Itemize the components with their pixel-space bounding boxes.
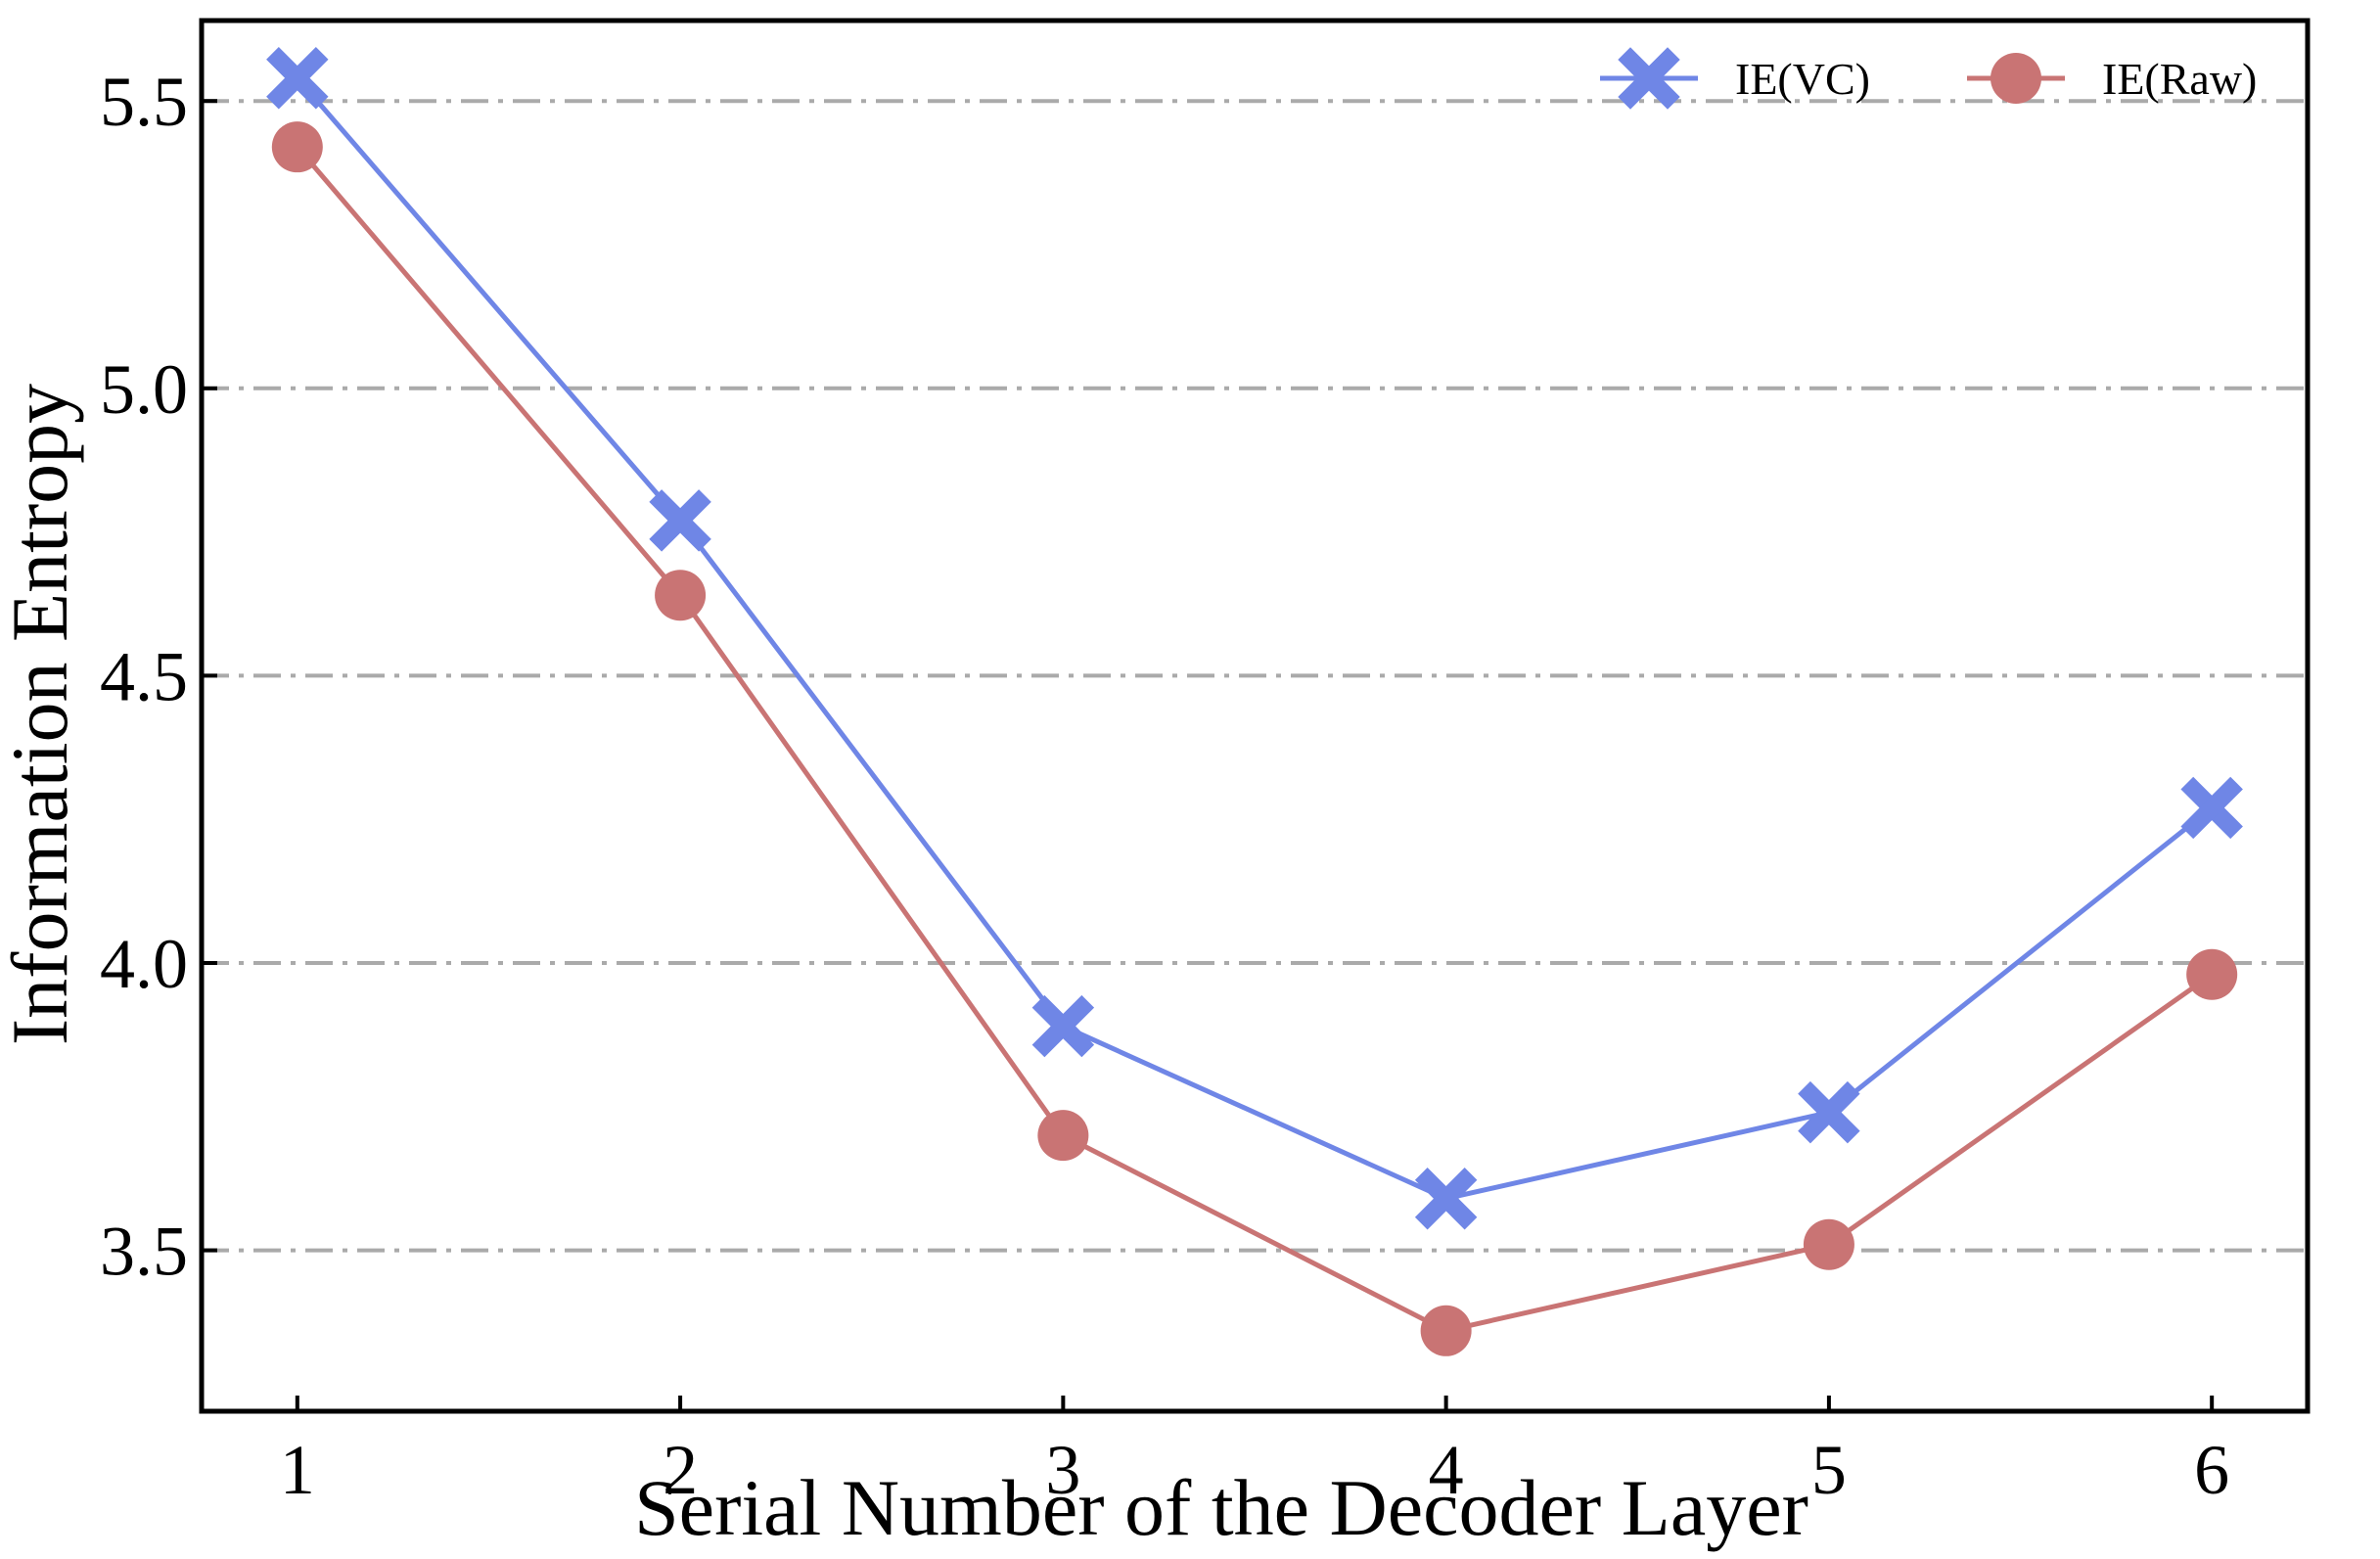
series-0-point-2	[1031, 994, 1095, 1058]
legend-entry-0: IE(VC)	[1600, 47, 1870, 110]
series-0-line	[295, 76, 2214, 1202]
plot-frame	[199, 18, 2311, 1414]
series-1-point-2	[1037, 1110, 1089, 1162]
y-tick-label-2: 4.5	[100, 637, 188, 715]
legend-entry-1: IE(Raw)	[1967, 53, 2257, 104]
series-0-point-0-stroke-b	[266, 46, 329, 110]
series-1-point-1	[655, 570, 707, 621]
tick-layer: 3.5 4.0 4.5 5.0 5.5 1 2 3 4 5 6	[100, 63, 2229, 1509]
series-layer	[266, 46, 2243, 1356]
legend-marker-0	[1618, 47, 1680, 110]
grid-layer	[202, 99, 2308, 1253]
y-tick-label-0: 3.5	[100, 1213, 188, 1291]
series-0-point-4-stroke-b	[1798, 1080, 1860, 1144]
series-0-point-4	[1798, 1080, 1860, 1144]
x-tick-label-5: 6	[2194, 1431, 2229, 1509]
series-1	[271, 121, 2238, 1356]
x-tick-label-3: 4	[1429, 1431, 1464, 1509]
series-0-point-3-stroke-b	[1414, 1168, 1478, 1230]
series-1-point-4	[1803, 1218, 1854, 1270]
series-0-point-1-stroke-b	[649, 489, 711, 552]
series-1-line	[295, 145, 2214, 1334]
series-1-point-5	[2186, 948, 2238, 1000]
series-1-point-0	[271, 121, 323, 173]
series-0-point-5-stroke-b	[2180, 776, 2243, 840]
legend: IE(VC) IE(Raw)	[1600, 47, 2257, 110]
x-tick-label-1: 2	[663, 1431, 698, 1509]
legend-label-1: IE(Raw)	[2102, 54, 2257, 104]
x-tick-label-4: 5	[1811, 1431, 1847, 1509]
x-tick-label-2: 3	[1045, 1431, 1080, 1509]
series-0-point-5	[2180, 776, 2243, 840]
y-tick-label-1: 4.0	[100, 925, 188, 1003]
series-1-point-3	[1420, 1305, 1472, 1356]
legend-marker-0-stroke-b	[1618, 47, 1680, 110]
legend-marker-1	[1991, 53, 2041, 104]
x-tick-label-0: 1	[280, 1431, 315, 1509]
y-tick-label-3: 5.0	[100, 350, 188, 429]
series-0-point-3	[1414, 1168, 1478, 1230]
series-0-point-1	[649, 489, 711, 552]
legend-label-0: IE(VC)	[1735, 54, 1870, 104]
series-0-point-0	[266, 46, 329, 110]
y-axis-label: Information Entropy	[0, 384, 84, 1045]
series-0	[266, 46, 2243, 1230]
series-0-point-2-stroke-b	[1031, 994, 1095, 1058]
y-tick-label-4: 5.5	[100, 63, 188, 141]
x-axis-label: Serial Number of the Decoder Layer	[634, 1463, 1808, 1552]
